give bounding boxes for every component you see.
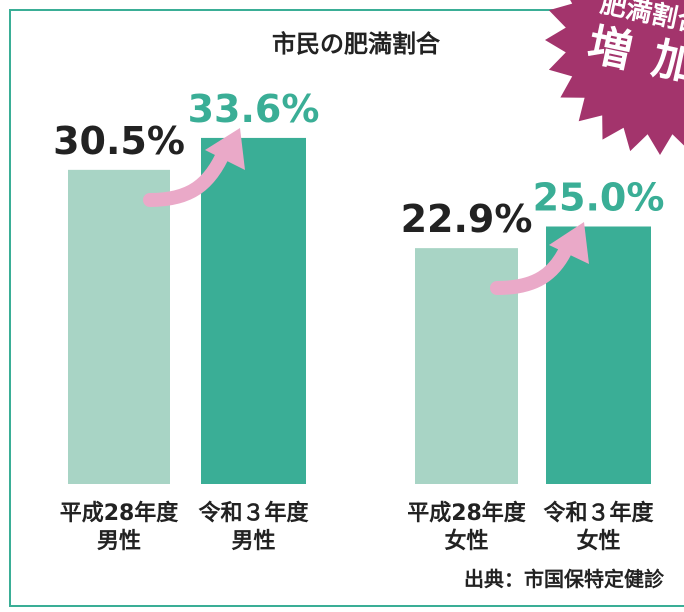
arrow-head bbox=[549, 222, 589, 264]
bar bbox=[546, 226, 651, 484]
value-label: 25.0% bbox=[533, 176, 665, 220]
bar bbox=[68, 169, 170, 484]
x-tick-label: 男性 bbox=[231, 529, 275, 554]
x-tick-label: 令和３年度 bbox=[543, 500, 654, 526]
bar bbox=[201, 137, 306, 485]
x-tick-label: 女性 bbox=[576, 528, 620, 554]
arrow-head bbox=[205, 128, 245, 170]
arrow bbox=[143, 143, 232, 207]
value-label: 30.5% bbox=[53, 119, 185, 163]
source: 出典：市国保特定健診 bbox=[464, 567, 665, 591]
badge-burst bbox=[545, 0, 684, 155]
frame bbox=[9, 9, 684, 607]
badge: 肥満割合 増加 bbox=[545, 0, 684, 155]
x-tick-label: 男性 bbox=[97, 529, 141, 554]
x-tick-label: 令和３年度 bbox=[198, 500, 309, 526]
value-label: 22.9% bbox=[401, 197, 533, 241]
value-label: 33.6% bbox=[188, 87, 320, 131]
x-tick-label: 平成28年度 bbox=[60, 500, 180, 526]
arrow bbox=[490, 238, 575, 295]
x-tick-label: 平成28年度 bbox=[407, 500, 527, 526]
chart-title: 市民の肥満割合 bbox=[272, 30, 441, 58]
x-tick-label: 女性 bbox=[444, 528, 488, 554]
